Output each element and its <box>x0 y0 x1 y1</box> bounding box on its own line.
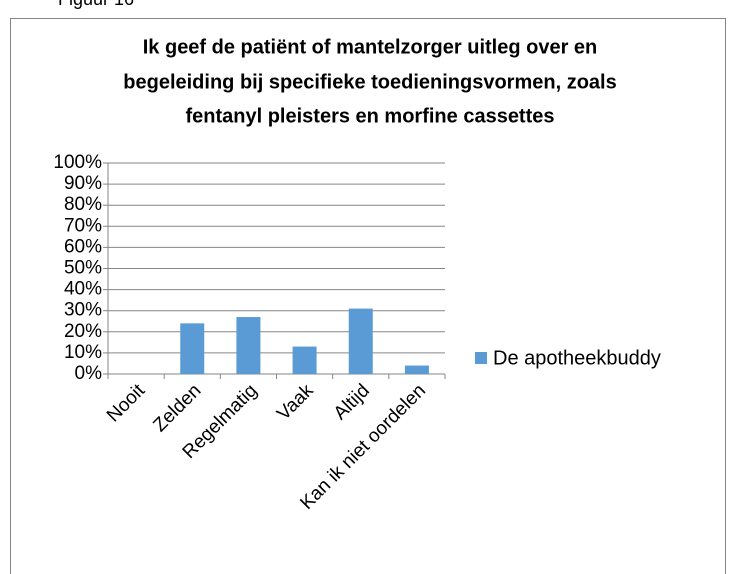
bar <box>404 365 429 374</box>
bar <box>292 346 317 374</box>
y-tick-label: 100% <box>53 152 102 173</box>
legend-swatch <box>475 352 487 364</box>
legend-label: De apotheekbuddy <box>493 347 661 369</box>
y-tick-label: 70% <box>64 215 102 236</box>
chart-title: Ik geef de patiënt of mantelzorger uitle… <box>143 36 598 58</box>
y-tick-label: 60% <box>64 236 102 257</box>
y-tick-label: 50% <box>64 258 102 279</box>
bar <box>180 323 205 374</box>
y-tick-label: 10% <box>64 342 102 363</box>
y-tick-label: 30% <box>64 300 102 321</box>
y-tick-label: 90% <box>64 173 102 194</box>
y-tick-label: 20% <box>64 321 102 342</box>
y-tick-label: 80% <box>64 194 102 215</box>
chart-title: fentanyl pleisters en morfine cassettes <box>185 105 554 127</box>
bar <box>236 317 261 374</box>
bar <box>348 308 373 374</box>
y-tick-label: 40% <box>64 279 102 300</box>
chart-frame <box>10 18 726 574</box>
chart-title: begeleiding bij specifieke toedieningsvo… <box>123 71 616 93</box>
y-tick-label: 0% <box>75 363 103 384</box>
figure-label: Figuur 16 <box>58 0 134 9</box>
